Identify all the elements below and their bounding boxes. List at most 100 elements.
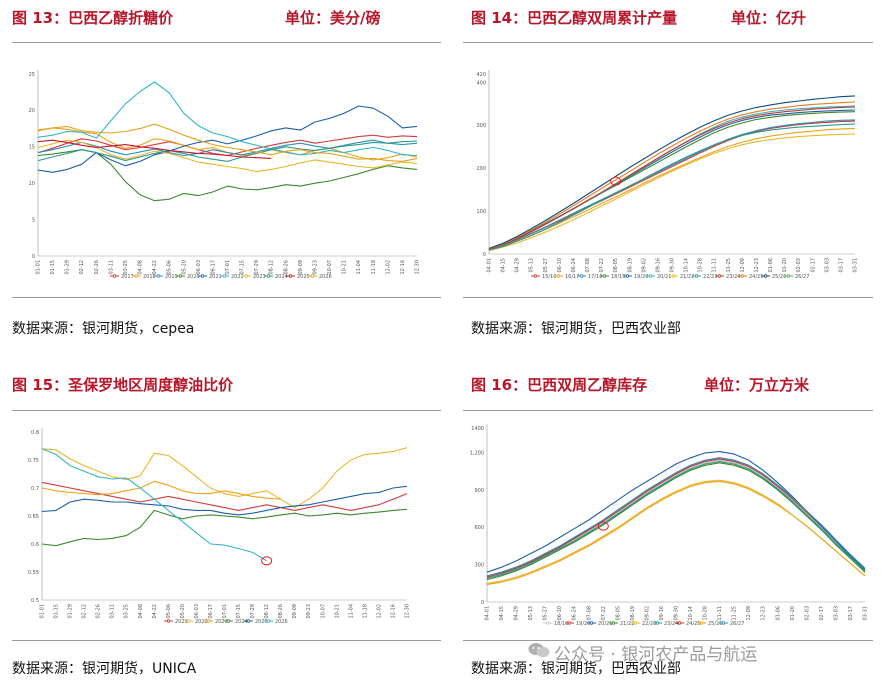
x-tick-label: 12-23: [754, 258, 760, 273]
legend-marker: [206, 619, 211, 623]
x-tick-label: 03-25: [124, 604, 130, 619]
x-tick-label: 02-12: [79, 260, 85, 275]
x-tick-label: 02-26: [96, 604, 102, 619]
legend-marker: [200, 274, 205, 278]
series-line: [41, 448, 267, 562]
legend-label: 23/24: [726, 274, 740, 280]
y-tick-label: 0.65: [28, 514, 39, 520]
x-tick-label: 05-06: [167, 260, 173, 275]
x-tick-label: 03-11: [110, 604, 116, 619]
unit-label: 单位：亿升: [731, 9, 807, 27]
x-tick-label: 01-01: [36, 260, 42, 275]
y-tick-label: 1400: [471, 426, 484, 432]
x-tick-label: 07-01: [222, 604, 228, 619]
legend-marker: [602, 274, 607, 278]
x-tick-label: 11-11: [717, 606, 723, 621]
y-tick-label: 0: [481, 600, 484, 606]
legend-marker: [694, 274, 699, 278]
highlight-marker: [597, 521, 609, 531]
series-line: [488, 127, 856, 251]
x-tick-label: 02-12: [82, 604, 88, 619]
wechat-icon: [528, 643, 550, 658]
legend-label: 2021: [175, 619, 188, 625]
legend-marker: [740, 274, 745, 278]
x-tick-label: 08-12: [269, 260, 275, 275]
x-tick-label: 01-06: [775, 606, 781, 621]
chart-area: 0.5 0.55 0.6 0.65 0.7 0.75 0.8 01-01 01-15 01-29 0…: [28, 428, 411, 625]
legend-label: 25/26: [772, 274, 786, 280]
x-tick-label: 12-16: [390, 604, 396, 619]
legend-label: 2020: [187, 274, 200, 280]
legend-marker: [310, 274, 315, 278]
x-tick-label: 03-17: [848, 606, 854, 621]
series-line: [37, 123, 418, 162]
legend-label: 22/23: [703, 274, 717, 280]
legend-marker: [677, 621, 682, 625]
legend-marker: [655, 621, 660, 625]
y-tick-label: 0: [483, 252, 486, 258]
legend-label: 22/23: [642, 621, 656, 627]
x-tick-label: 10-28: [703, 606, 709, 621]
series-line: [41, 480, 281, 500]
highlight-marker: [261, 556, 273, 566]
x-tick-label: 11-18: [362, 604, 368, 619]
watermark-text: 公众号 · 银河农产品与航运: [554, 645, 758, 665]
x-tick-label: 07-01: [225, 260, 231, 275]
legend-label: 24/25: [749, 274, 763, 280]
legend-marker: [112, 274, 117, 278]
x-tick-label: 08-05: [613, 258, 619, 273]
legend-marker: [134, 274, 139, 278]
legend-marker: [763, 274, 768, 278]
legend-marker: [226, 619, 231, 623]
legend-marker: [567, 621, 572, 625]
series-line: [488, 101, 856, 250]
x-tick-label: 09-30: [674, 606, 680, 621]
x-tick-label: 04-15: [501, 258, 507, 273]
y-tick-label: 400: [476, 80, 486, 86]
x-tick-label: 12-23: [761, 606, 767, 621]
y-tick-label: 10: [29, 181, 35, 187]
x-tick-label: 07-08: [585, 258, 591, 273]
series-line: [41, 447, 408, 509]
x-tick-label: 06-17: [208, 604, 214, 619]
x-tick-label: 07-29: [250, 604, 256, 619]
x-tick-label: 11-25: [732, 606, 738, 621]
x-tick-label: 04-22: [152, 260, 158, 275]
chart-title: 图 15：圣保罗地区周度醇油比价: [12, 376, 234, 394]
y-tick-label: 0.75: [28, 458, 39, 464]
x-tick-label: 06-24: [571, 258, 577, 273]
title-rule: [12, 410, 441, 411]
legend-label: 20/21: [598, 621, 612, 627]
x-tick-label: 02-17: [819, 606, 825, 621]
legend-marker: [266, 619, 271, 623]
legend-marker: [156, 274, 161, 278]
x-tick-label: 04-29: [515, 258, 521, 273]
x-tick-label: 09-23: [312, 260, 318, 275]
x-tick-label: 11-25: [726, 258, 732, 273]
legend-marker: [222, 274, 227, 278]
legend-marker: [579, 274, 584, 278]
y-tick-label: 0.7: [31, 486, 39, 492]
x-tick-label: 09-09: [292, 604, 298, 619]
legend-marker: [721, 621, 726, 625]
unit-label: 单位：美分/磅: [285, 9, 381, 27]
y-tick-label: 300: [474, 563, 484, 569]
x-tick-label: 02-17: [810, 258, 816, 273]
legend-marker: [648, 274, 653, 278]
legend-marker: [288, 274, 293, 278]
legend-marker: [246, 619, 251, 623]
series-line: [486, 480, 866, 586]
x-tick-label: 02-26: [94, 260, 100, 275]
x-tick-label: 12-30: [415, 260, 421, 275]
x-tick-label: 01-29: [65, 260, 71, 275]
x-tick-label: 01-06: [768, 258, 774, 273]
series-line: [37, 105, 418, 173]
unit-label: 单位：万立方米: [704, 376, 810, 394]
x-tick-label: 07-15: [240, 260, 246, 275]
x-tick-label: 01-20: [790, 606, 796, 621]
legend-label: 19/20: [576, 621, 590, 627]
legend-label: 21/22: [620, 621, 634, 627]
legend-label: 2019: [165, 274, 178, 280]
legend-label: 17/18: [588, 274, 602, 280]
y-tick-label: 200: [476, 166, 486, 172]
